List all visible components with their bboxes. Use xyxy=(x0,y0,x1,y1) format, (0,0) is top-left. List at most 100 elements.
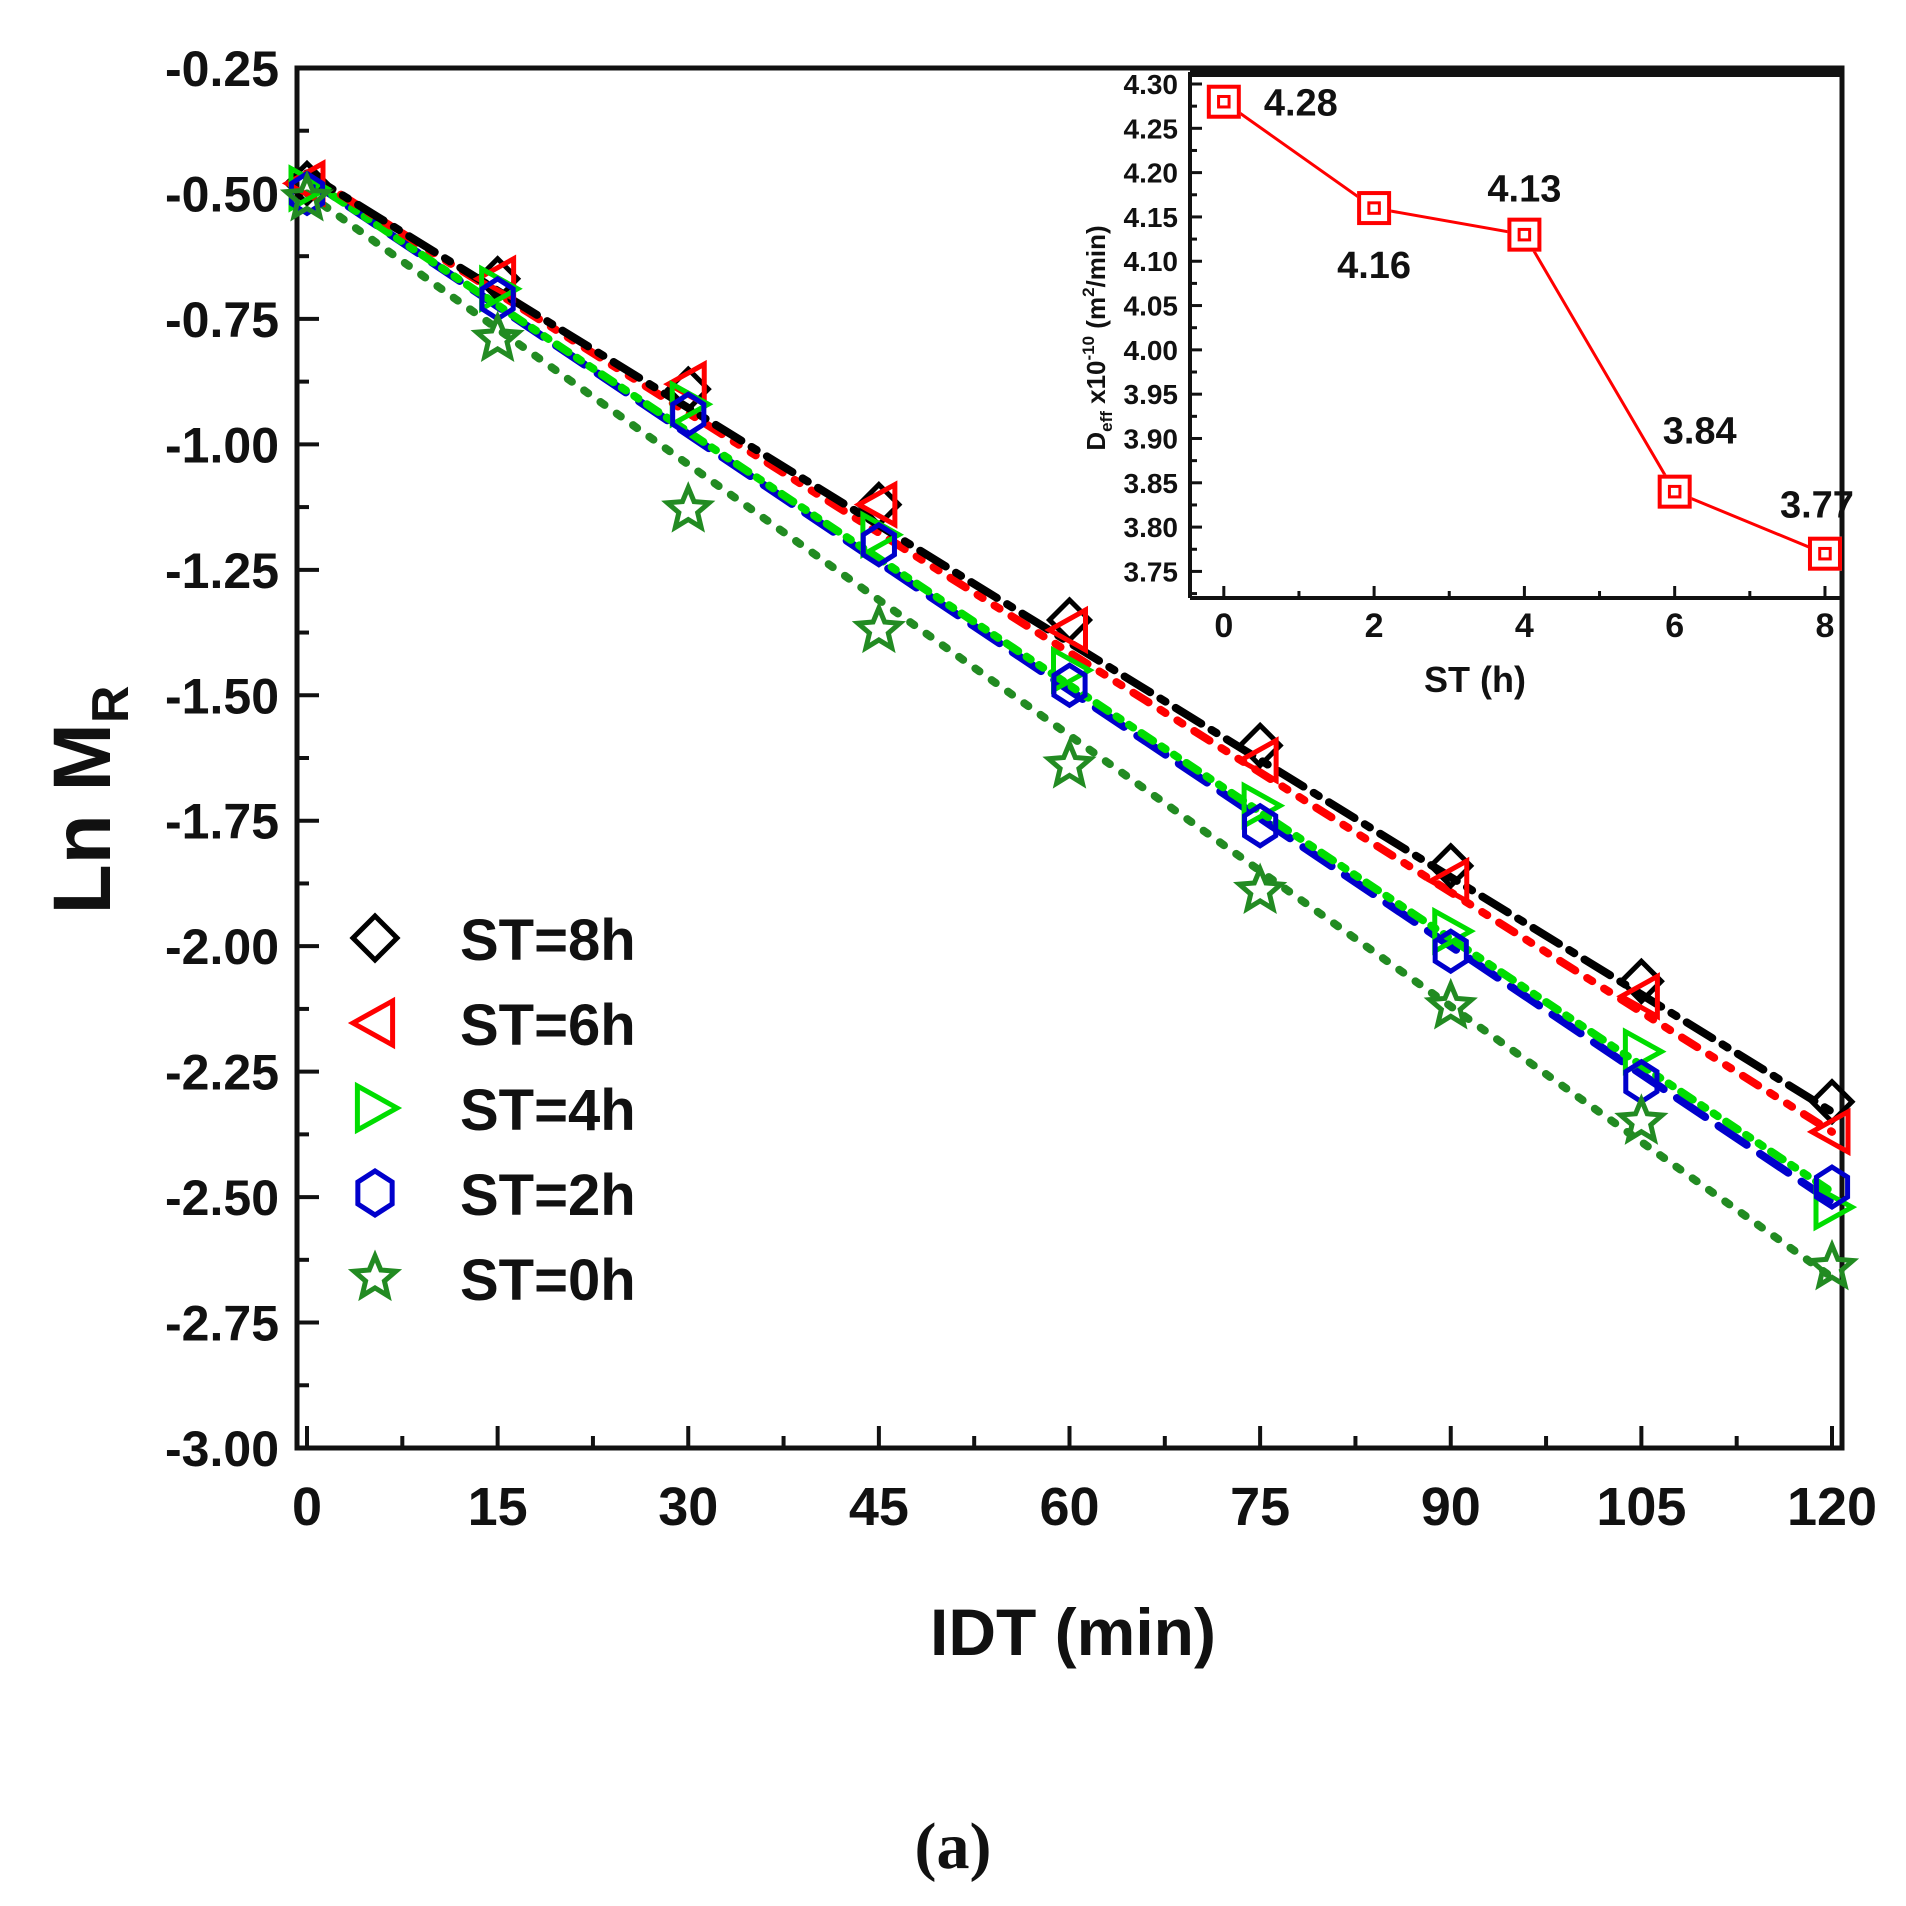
data-point-ST=2h xyxy=(1051,662,1088,709)
inset-y-label-units-sup: 2 xyxy=(1079,287,1098,296)
main-y-tick-label: -3.00 xyxy=(165,1421,279,1477)
fit-line-ST=6h xyxy=(303,169,1836,1136)
inset-y-tick-label: 4.05 xyxy=(1124,291,1179,322)
inset-y-label-units-end: /min) xyxy=(1081,225,1111,287)
inset-y-tick-label: 4.10 xyxy=(1124,246,1179,277)
inset-data-point xyxy=(1357,191,1392,226)
legend-marker-ST=6h xyxy=(347,996,396,1050)
svg-text:Deff x10-10 (m2/min): Deff x10-10 (m2/min) xyxy=(1079,225,1116,450)
inset-axis-ticks xyxy=(1190,82,1827,598)
main-y-tick-label: -0.75 xyxy=(165,292,279,348)
data-point-ST=6h xyxy=(1425,856,1470,906)
data-point-ST=6h xyxy=(1044,605,1088,655)
inset-data-labels: 4.28 4.16 4.13 3.84 3.77 xyxy=(1264,83,1854,527)
data-point-ST=0h xyxy=(470,310,525,363)
inset-y-tick-label: 4.00 xyxy=(1124,335,1179,366)
data-point-ST=2h xyxy=(670,391,707,438)
main-y-axis-label-main: Ln M xyxy=(37,723,128,914)
data-point-ST=0h xyxy=(661,481,716,533)
main-x-tick-label: 45 xyxy=(849,1477,909,1537)
data-point-ST=6h xyxy=(853,480,898,529)
main-x-tick-label: 0 xyxy=(292,1477,322,1537)
main-y-tick-label: -1.50 xyxy=(165,668,279,724)
inset-data-point xyxy=(1206,84,1241,119)
data-point-ST=2h xyxy=(1242,802,1279,849)
inset-marker-square xyxy=(1807,536,1842,571)
data-point-ST=4h xyxy=(1051,645,1095,695)
main-y-tick-label: -1.25 xyxy=(165,543,279,599)
inset-data-label: 4.13 xyxy=(1487,169,1561,211)
data-point-ST=0h xyxy=(1614,1093,1669,1145)
data-point-ST=2h xyxy=(860,521,897,568)
inset-y-label-rest: x10 xyxy=(1081,360,1111,411)
main-plot: -0.25 -0.50 -0.75 -1.00 -1.25 -1.50 -1.75 -2.00… xyxy=(37,41,1877,1669)
inset-marker-square xyxy=(1206,84,1241,119)
main-y-tick-label: -2.75 xyxy=(165,1296,279,1352)
inset-y-tick-labels: 3.75 3.80 3.85 3.90 3.95 4.00 4.05 4.10 4.15 4.20… xyxy=(1124,69,1179,587)
main-axis-ticks xyxy=(297,66,1834,1450)
inset-data-point xyxy=(1657,474,1692,509)
inset-y-tick-label: 3.90 xyxy=(1124,423,1179,454)
figure-caption: (a) xyxy=(915,1810,992,1883)
data-point-ST=6h xyxy=(472,254,517,304)
inset-plot: 4.28 4.16 4.13 3.84 3.77 3.75 3.80 3.85 3.90 3.9… xyxy=(1079,67,1854,700)
inset-marker-square xyxy=(1507,217,1542,252)
inset-marker-square xyxy=(1357,191,1392,226)
fit-line-ST=4h xyxy=(303,174,1836,1197)
inset-y-label-sub: eff xyxy=(1097,411,1116,432)
legend-marker-ST=8h xyxy=(349,912,401,964)
main-y-axis-label: Ln MR xyxy=(37,686,140,915)
legend-label: ST=4h xyxy=(460,1078,636,1143)
main-y-axis-label-sub: R xyxy=(82,686,140,724)
data-point-ST=8h xyxy=(283,159,331,207)
data-point-ST=8h xyxy=(1427,842,1475,890)
legend-label: ST=8h xyxy=(460,908,636,973)
inset-y-tick-label: 3.85 xyxy=(1124,468,1179,499)
main-y-tick-label: -2.25 xyxy=(165,1045,279,1101)
inset-data-label: 4.28 xyxy=(1264,83,1338,125)
main-y-tick-label: -2.50 xyxy=(165,1170,279,1226)
main-y-tick-label: -1.75 xyxy=(165,794,279,850)
data-point-ST=2h xyxy=(1813,1164,1851,1211)
inset-y-label-main: D xyxy=(1081,432,1111,451)
inset-data-label: 4.16 xyxy=(1337,245,1411,287)
inset-y-label-sup: -10 xyxy=(1079,336,1098,361)
data-point-ST=8h xyxy=(1236,721,1284,769)
inset-marker-square xyxy=(1657,474,1692,509)
inset-x-tick-label: 8 xyxy=(1816,607,1835,645)
inset-background xyxy=(1190,72,1838,598)
data-point-ST=8h xyxy=(1617,957,1665,1005)
inset-x-tick-label: 4 xyxy=(1515,607,1534,645)
data-point-ST=0h xyxy=(1042,737,1097,789)
main-x-tick-label: 90 xyxy=(1421,1477,1481,1537)
legend-marker-ST=4h xyxy=(354,1081,403,1135)
data-point-ST=0h xyxy=(279,169,335,222)
data-point-ST=6h xyxy=(1234,736,1279,785)
inset-y-label-units: (m xyxy=(1081,297,1111,336)
main-x-tick-label: 75 xyxy=(1230,1477,1290,1537)
inset-y-tick-label: 4.20 xyxy=(1124,158,1179,189)
fit-line-ST=0h xyxy=(303,189,1836,1282)
main-legend: ST=8h ST=6h ST=4h ST=2h ST=0h xyxy=(347,908,636,1313)
inset-x-axis-label: ST (h) xyxy=(1424,659,1526,700)
main-y-tick-label: -0.25 xyxy=(165,41,279,97)
data-point-ST=2h xyxy=(288,170,326,217)
data-point-ST=0h xyxy=(1804,1238,1860,1291)
legend-marker-ST=2h xyxy=(355,1168,395,1218)
main-y-tick-label: -1.00 xyxy=(165,417,279,473)
svg-text:Ln MR: Ln MR xyxy=(37,686,140,915)
inset-x-tick-label: 2 xyxy=(1365,607,1384,645)
data-point-ST=6h xyxy=(1616,972,1660,1021)
main-x-tick-label: 30 xyxy=(658,1477,718,1537)
main-y-tick-labels: -0.25 -0.50 -0.75 -1.00 -1.25 -1.50 -1.75 -2.00… xyxy=(165,41,279,1477)
inset-x-tick-label: 0 xyxy=(1214,607,1233,645)
main-x-tick-label: 105 xyxy=(1596,1477,1686,1537)
inset-data-point xyxy=(1507,217,1542,252)
legend-label: ST=0h xyxy=(460,1248,636,1313)
main-x-tick-labels: 0 15 30 45 60 75 90 105 120 xyxy=(292,1477,1877,1537)
legend-label: ST=2h xyxy=(460,1163,636,1228)
legend-marker-ST=0h xyxy=(347,1249,403,1302)
inset-y-tick-label: 4.15 xyxy=(1124,202,1179,233)
data-point-ST=4h xyxy=(1813,1182,1858,1232)
